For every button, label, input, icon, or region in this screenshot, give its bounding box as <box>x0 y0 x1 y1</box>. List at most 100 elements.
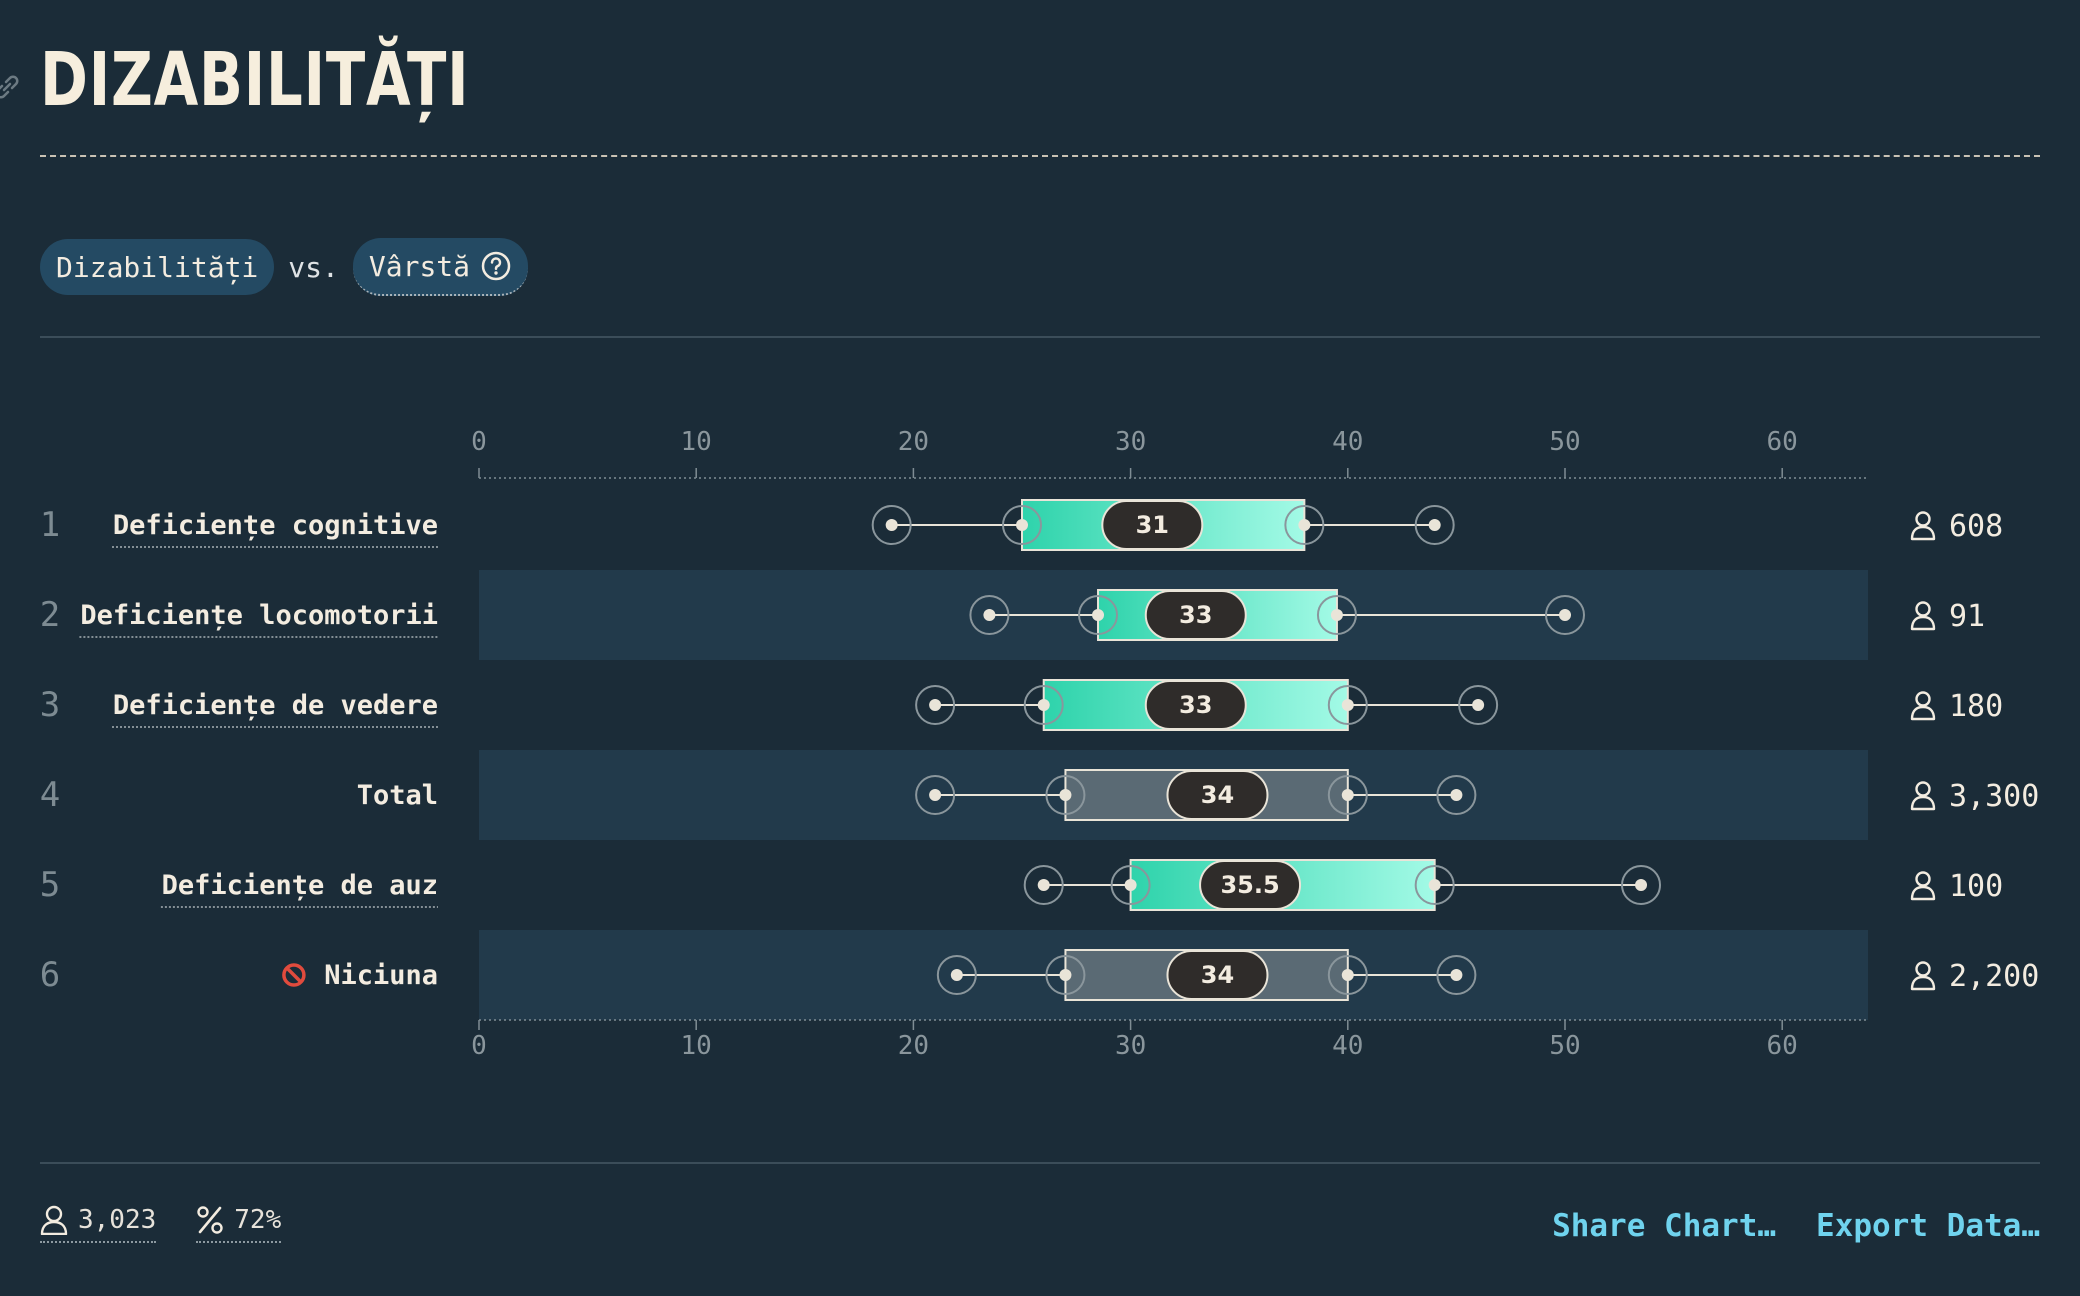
quartile-ring <box>1078 595 1119 635</box>
quartile-ring <box>1327 685 1368 725</box>
person-icon <box>1910 781 1936 811</box>
row-label[interactable]: Deficiențe de vedere <box>113 690 438 721</box>
median-pill <box>1101 500 1204 550</box>
whisker-end-ring <box>936 955 977 995</box>
quartile-dot <box>1341 969 1354 981</box>
median-pill <box>1144 680 1247 730</box>
row-label[interactable]: Deficiențe cognitive <box>113 510 438 541</box>
whisker-end-dot <box>1635 879 1648 891</box>
person-icon-body <box>1910 705 1936 721</box>
whisker-end-dot <box>1450 789 1463 801</box>
median-pill <box>1166 770 1269 820</box>
quartile-ring <box>1327 775 1368 815</box>
row-count: 2,200 <box>1949 959 2039 994</box>
person-icon-body <box>1910 795 1936 811</box>
whisker-end-dot <box>1037 879 1050 891</box>
controls-divider <box>40 336 2040 338</box>
vs-label: vs. <box>288 250 339 284</box>
whisker-end-ring <box>1436 775 1477 815</box>
row-label: Niciuna <box>324 960 438 991</box>
row-rank: 1 <box>40 505 60 545</box>
person-icon-head <box>1915 781 1931 797</box>
quartile-dot <box>1092 609 1105 621</box>
quartile-ring <box>1045 775 1086 815</box>
top-axis-tick-label: 0 <box>471 427 487 457</box>
prohibited-icon <box>285 966 303 984</box>
median-label: 33 <box>1179 691 1212 719</box>
quartile-ring <box>1045 955 1086 995</box>
whisker-end-ring <box>1545 595 1585 635</box>
footer-actions: Share Chart… Export Data… <box>1512 1208 2040 1244</box>
total-count-stat[interactable]: 3,023 <box>40 1205 157 1243</box>
top-axis-tick-label: 60 <box>1767 427 1798 457</box>
quartile-dot <box>1059 789 1072 801</box>
median-pill <box>1166 950 1269 1000</box>
whisker-end-ring <box>969 595 1010 635</box>
quartile-dot <box>1341 789 1354 801</box>
bottom-axis-tick-label: 40 <box>1332 1031 1363 1061</box>
whisker-end-dot <box>1472 699 1485 711</box>
person-icon-head <box>1915 511 1931 527</box>
person-icon <box>1910 511 1936 541</box>
median-pill <box>1144 590 1247 640</box>
whisker-end-dot <box>1559 609 1571 621</box>
measure-select[interactable]: Vârstă <box>352 238 529 296</box>
person-icon-body <box>1910 975 1936 991</box>
whisker-end-ring <box>1458 685 1499 725</box>
quartile-dot <box>1341 699 1354 711</box>
whisker-end-dot <box>950 969 963 981</box>
median-label: 34 <box>1201 781 1234 809</box>
row-rank: 3 <box>40 685 60 725</box>
prohibited-icon <box>282 963 306 987</box>
row-rank: 5 <box>40 865 60 905</box>
whisker-end-ring <box>871 505 912 545</box>
bottom-axis-tick-label: 0 <box>471 1031 487 1061</box>
person-icon-head <box>1915 691 1931 707</box>
median-label: 33 <box>1179 601 1212 629</box>
person-icon-body <box>1910 615 1936 631</box>
bottom-axis-tick-label: 60 <box>1767 1031 1798 1061</box>
person-icon-body <box>1910 885 1936 901</box>
quartile-dot <box>1037 699 1050 711</box>
whisker-end-ring <box>1023 865 1064 905</box>
help-icon[interactable] <box>480 250 512 282</box>
whisker-end-dot <box>983 609 996 621</box>
title-divider <box>40 155 2040 157</box>
whisker-end-dot <box>1450 969 1463 981</box>
whisker-end-dot <box>1428 519 1441 531</box>
quartile-ring <box>1284 505 1325 545</box>
person-icon-head <box>1915 961 1931 977</box>
link-icon[interactable] <box>0 72 22 102</box>
row-label[interactable]: Deficiențe locomotorii <box>80 600 438 631</box>
quartile-dot <box>1428 879 1441 891</box>
median-label: 35.5 <box>1220 871 1279 899</box>
row-count: 180 <box>1949 689 2003 724</box>
whisker-end-dot <box>885 519 898 531</box>
whisker-end-dot <box>929 789 942 801</box>
row-count: 608 <box>1949 509 2003 544</box>
person-icon <box>1910 691 1936 721</box>
footer-divider <box>40 1162 2040 1164</box>
measure-label: Vârstă <box>368 249 471 283</box>
median-pill <box>1199 860 1302 910</box>
share-chart-link[interactable]: Share Chart… <box>1552 1208 1777 1244</box>
row-label[interactable]: Deficiențe de auz <box>162 870 438 901</box>
group-select[interactable]: Dizabilități <box>40 239 275 295</box>
person-icon <box>1910 601 1936 631</box>
percent-icon <box>197 1206 223 1234</box>
total-count-value: 3,023 <box>78 1205 157 1235</box>
row-rank: 2 <box>40 595 60 635</box>
row-count: 100 <box>1949 869 2003 904</box>
top-axis-tick-label: 40 <box>1332 427 1363 457</box>
quartile-ring <box>1414 865 1455 905</box>
top-axis-tick-label: 30 <box>1115 427 1146 457</box>
quartile-dot <box>1298 519 1311 531</box>
export-data-link[interactable]: Export Data… <box>1816 1208 2040 1244</box>
whisker-end-ring <box>1414 505 1455 545</box>
quartile-dot <box>1016 519 1028 531</box>
row-label: Total <box>357 780 438 811</box>
quartile-dot <box>1059 969 1072 981</box>
percent-stat[interactable]: 72% <box>196 1205 282 1243</box>
summary-stats: 3,023 72% <box>40 1205 321 1243</box>
person-icon <box>1910 871 1936 901</box>
